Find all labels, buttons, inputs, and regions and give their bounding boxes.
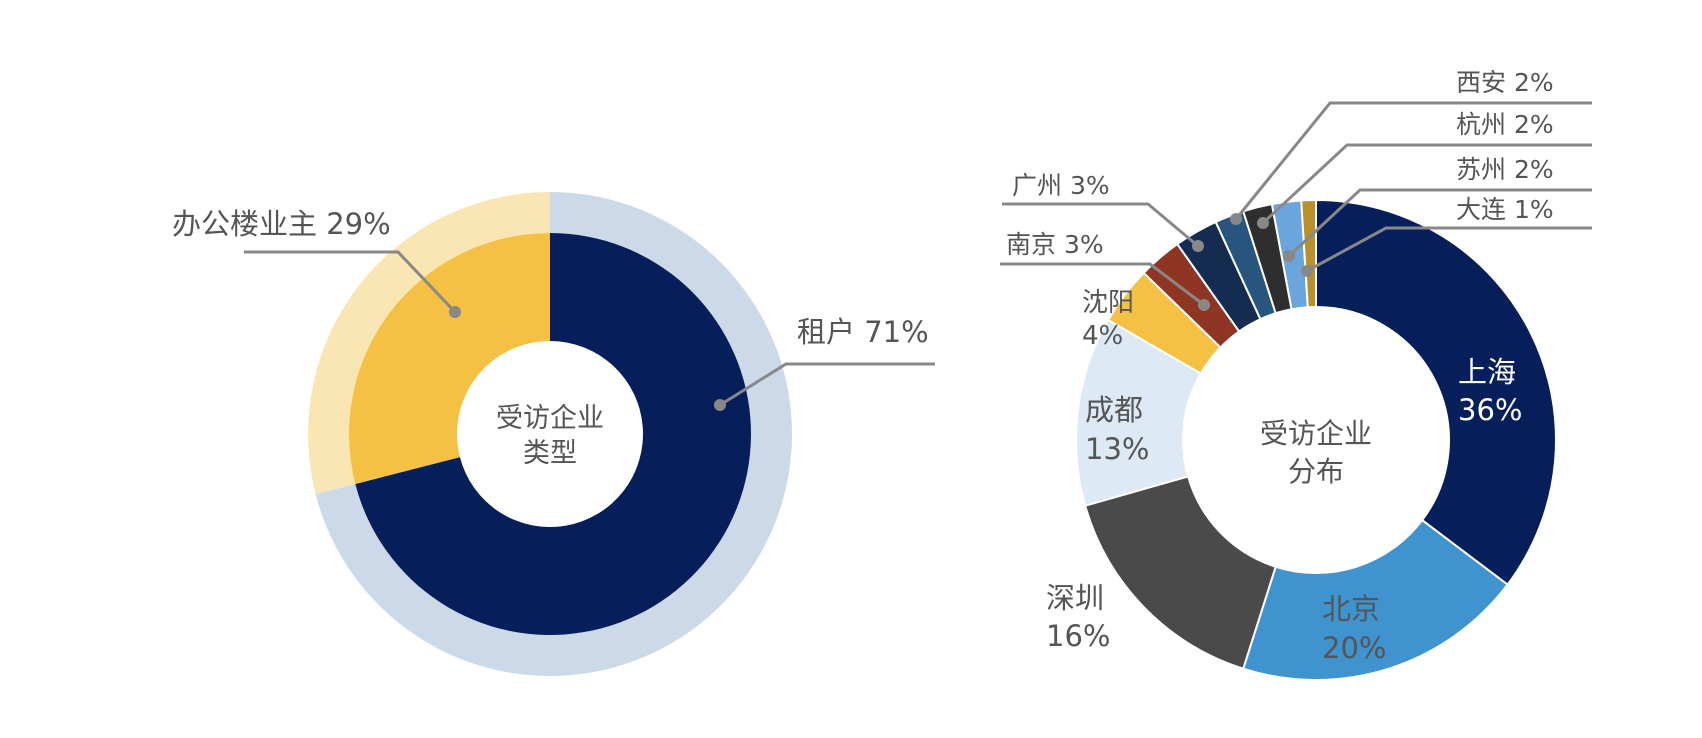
center-label-line-1: 受访企业	[1260, 417, 1372, 450]
slice-1	[349, 233, 550, 484]
outer-ring-segment-1	[308, 192, 550, 495]
slice-name-e4b88ae6b5b7: 上海	[1458, 355, 1516, 389]
leader-dot-e69dade5b79e	[1257, 217, 1269, 229]
leader-dot-0	[714, 399, 726, 411]
leader-line-1	[244, 250, 457, 314]
slice-label-e88b8fe5b79e: 苏州 2%	[1456, 155, 1554, 184]
slice-name-e68890e983bd: 成都	[1085, 393, 1143, 427]
slice-name-e6b288e998b3: 沈阳	[1082, 288, 1134, 318]
leader-dot-e88b8fe5b79e	[1283, 250, 1295, 262]
slice-label-e8a5bfe5ae89: 西安 2%	[1456, 68, 1554, 97]
slice-value-e6b288e998b3: 4%	[1082, 321, 1123, 351]
leader-dot-e58d97e4baac	[1198, 299, 1210, 311]
slice-label-e69dade5b79e: 杭州 2%	[1456, 110, 1554, 139]
slice-label-e5b9bfe5b79e: 广州 3%	[1012, 171, 1110, 200]
slice-label-1: 办公楼业主 29%	[172, 207, 391, 241]
center-label-line-2: 分布	[1288, 455, 1344, 488]
leader-line-0	[719, 362, 935, 407]
slice-value-e6b7b1e59cb3: 16%	[1046, 619, 1110, 653]
leader-dot-1	[449, 306, 461, 318]
slice-value-e68890e983bd: 13%	[1085, 432, 1149, 466]
leader-line-e8a5bfe5ae89	[1234, 101, 1592, 220]
slice-label-e58d97e4baac: 南京 3%	[1006, 230, 1104, 259]
leader-dot-e5b9bfe5b79e	[1192, 240, 1204, 252]
slice-name-e6b7b1e59cb3: 深圳	[1046, 581, 1104, 615]
slice-e58c97e4baac	[1241, 518, 1509, 681]
leader-line-e58d97e4baac	[1000, 262, 1205, 307]
slice-e5a4a7e8bf9e	[1300, 198, 1317, 309]
leader-line-e5b9bfe5b79e	[1002, 202, 1199, 248]
slice-0	[355, 233, 751, 635]
leader-dot-e5a4a7e8bf9e	[1301, 265, 1313, 277]
slice-label-0: 租户 71%	[797, 315, 929, 349]
slice-e6b7b1e59cb3	[1083, 475, 1277, 670]
slice-e4b88ae6b5b7	[1315, 198, 1557, 587]
slice-name-e58c97e4baac: 北京	[1322, 592, 1380, 626]
center-label-line-2: 类型	[523, 438, 577, 469]
slice-label-e5a4a7e8bf9e: 大连 1%	[1456, 195, 1554, 224]
center-label-line-1: 受访企业	[496, 403, 604, 434]
leader-dot-e8a5bfe5ae89	[1230, 213, 1242, 225]
slice-value-e58c97e4baac: 20%	[1322, 631, 1386, 665]
slice-value-e4b88ae6b5b7: 36%	[1458, 393, 1522, 427]
leader-line-e88b8fe5b79e	[1287, 188, 1592, 258]
leader-line-e69dade5b79e	[1261, 143, 1592, 225]
leader-line-e5a4a7e8bf9e	[1306, 226, 1592, 273]
